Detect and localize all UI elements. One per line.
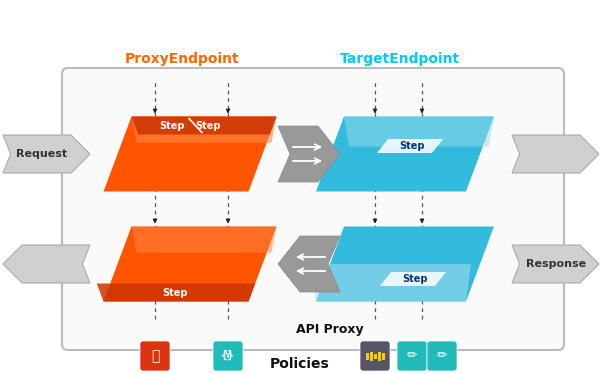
Polygon shape [131, 116, 276, 143]
Polygon shape [3, 245, 90, 283]
Polygon shape [3, 135, 90, 173]
Text: Step: Step [402, 274, 428, 284]
Text: {}: {} [221, 350, 235, 360]
Text: ProxyEndpoint: ProxyEndpoint [125, 52, 240, 66]
Polygon shape [104, 116, 276, 191]
Polygon shape [131, 116, 276, 135]
Text: API Proxy: API Proxy [296, 323, 364, 336]
Text: Step: Step [160, 120, 185, 131]
Polygon shape [316, 227, 494, 301]
Bar [366, 353, 369, 359]
Text: Request: Request [16, 149, 67, 159]
FancyBboxPatch shape [427, 341, 457, 371]
Text: TargetEndpoint: TargetEndpoint [340, 52, 460, 66]
Text: ⚿: ⚿ [151, 349, 159, 363]
Polygon shape [278, 236, 340, 292]
FancyBboxPatch shape [140, 341, 170, 371]
Text: Step: Step [399, 141, 425, 151]
Polygon shape [316, 116, 494, 191]
Bar [382, 353, 385, 359]
FancyBboxPatch shape [62, 68, 564, 350]
Polygon shape [104, 227, 276, 301]
Polygon shape [380, 272, 446, 286]
Bar [374, 353, 377, 359]
Polygon shape [311, 264, 471, 301]
Polygon shape [512, 135, 599, 173]
Text: Step: Step [163, 288, 188, 297]
Text: ✏: ✏ [436, 349, 447, 362]
Polygon shape [131, 227, 276, 253]
FancyBboxPatch shape [397, 341, 427, 371]
Bar [370, 352, 373, 361]
Polygon shape [278, 126, 340, 182]
FancyBboxPatch shape [360, 341, 390, 371]
Polygon shape [97, 283, 255, 301]
Bar [378, 352, 381, 361]
Text: Policies: Policies [270, 357, 330, 371]
Polygon shape [344, 116, 494, 147]
Text: ✏: ✏ [407, 349, 417, 362]
Text: Step: Step [195, 120, 221, 131]
FancyBboxPatch shape [213, 341, 243, 371]
Text: Response: Response [526, 259, 586, 269]
Polygon shape [512, 245, 599, 283]
Polygon shape [377, 139, 443, 153]
